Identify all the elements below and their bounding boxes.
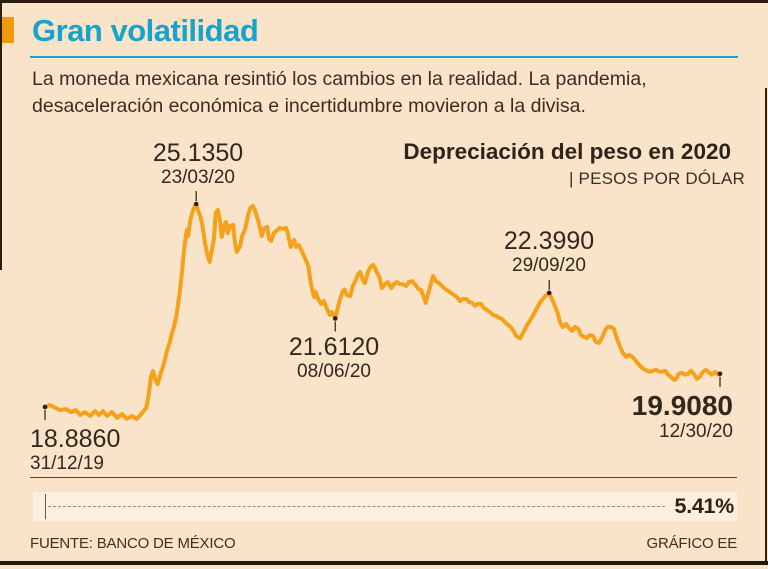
annotation-value: 22.3990	[503, 227, 595, 255]
depreciation-stat-band: 5.41%	[33, 492, 737, 521]
bottom-border	[0, 561, 768, 565]
page-title: Gran volatilidad	[32, 13, 259, 48]
annotation-dot	[332, 316, 338, 321]
annotation-date: 23/03/20	[161, 167, 235, 188]
stat-band-dashed-line	[48, 506, 665, 507]
annotation-value: 21.6120	[288, 333, 380, 361]
right-border	[765, 88, 767, 561]
annotation-march-peak: 25.1350 23/03/20	[152, 139, 244, 189]
annotation-value: 19.9080	[631, 390, 733, 421]
annotation-date: 29/09/20	[512, 255, 586, 276]
annotation-date: 08/06/20	[297, 361, 371, 382]
subtitle: La moneda mexicana resintió los cambios …	[32, 66, 647, 120]
annotation-year-end: 19.9080 12/30/20	[632, 390, 733, 442]
annotation-value: 25.1350	[152, 139, 244, 167]
annotation-dot	[193, 201, 199, 207]
annotation-date: 12/30/20	[659, 421, 733, 442]
depreciation-percent: 5.41%	[674, 494, 735, 518]
stat-band-tick	[45, 494, 46, 519]
price-line	[43, 202, 722, 421]
left-border	[0, 0, 2, 270]
subtitle-line-1: La moneda mexicana resintió los cambios …	[32, 68, 647, 90]
annotation-year-start: 18.8860 31/12/19	[30, 425, 121, 475]
credit-label: GRÁFICO EE	[646, 535, 737, 552]
annotation-september-peak: 22.3990 29/09/20	[503, 227, 595, 277]
annotation-markers	[42, 191, 723, 420]
source-label: FUENTE: BANCO DE MÉXICO	[30, 535, 236, 552]
top-border	[0, 0, 768, 3]
annotation-dot	[42, 404, 48, 410]
subtitle-line-2: desaceleración económica e incertidumbre…	[32, 95, 586, 117]
stat-divider-rule	[30, 477, 737, 478]
annotation-date: 31/12/19	[30, 453, 104, 474]
title-underline	[30, 56, 738, 58]
chart-title: Depreciación del peso en 2020	[403, 139, 731, 164]
annotation-june-low: 21.6120 08/06/20	[288, 333, 380, 383]
title-accent-square	[2, 17, 14, 43]
annotation-dot	[717, 371, 723, 377]
annotation-value: 18.8860	[30, 425, 121, 453]
annotation-dot	[546, 290, 552, 296]
chart-units-label: | PESOS POR DÓLAR	[569, 169, 745, 188]
